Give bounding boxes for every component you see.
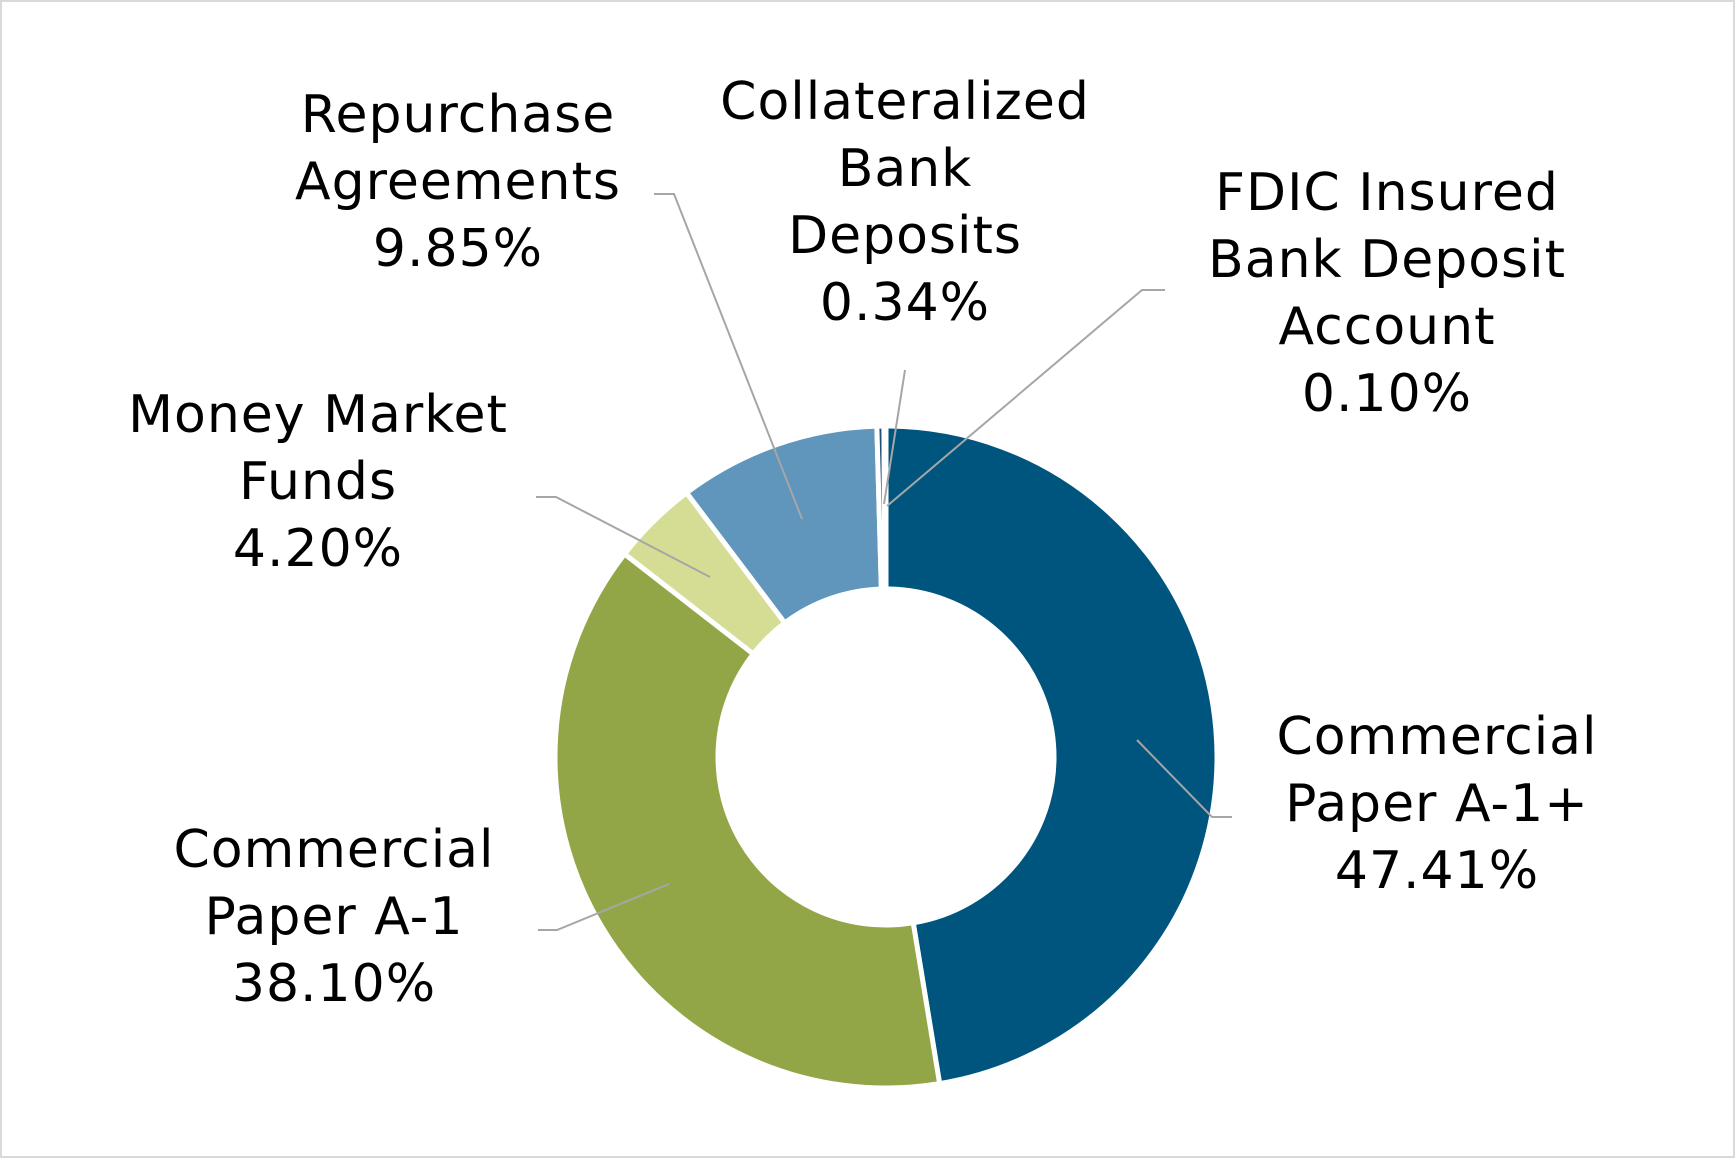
leader-line-6: [886, 289, 1165, 507]
slice-value-label: 38.10%: [232, 954, 436, 1014]
slice-label-4: Repurchase Agreements 9.85%: [295, 85, 621, 279]
leader-line-4: [654, 193, 803, 520]
slice-name-line: Paper A-1: [204, 887, 463, 947]
slice-name-line: Funds: [239, 452, 397, 512]
slice-name-line: Commercial: [173, 820, 494, 880]
slice-value-label: 0.34%: [820, 273, 990, 333]
slice-value-label: 0.10%: [1302, 364, 1472, 424]
slice-name-line: Repurchase: [301, 85, 615, 145]
slice-name-line: Agreements: [295, 152, 621, 212]
slice-name-line: FDIC Insured: [1215, 163, 1559, 223]
leader-line-2: [538, 883, 670, 931]
slice-name-line: Deposits: [788, 206, 1022, 266]
leader-line-3: [536, 496, 711, 578]
slice-1: [883, 423, 1220, 1087]
slice-value-label: 9.85%: [373, 219, 543, 279]
leader-line-1: [1136, 739, 1232, 818]
slice-name-line: Money Market: [128, 385, 508, 445]
slice-name-line: Bank: [838, 139, 973, 199]
slice-name-line: Bank Deposit: [1208, 230, 1566, 290]
slice-label-6: FDIC Insured Bank Deposit Account 0.10%: [1208, 163, 1566, 424]
slice-name-line: Collateralized: [720, 72, 1090, 132]
slice-6: [881, 423, 889, 592]
slice-value-label: 47.41%: [1335, 841, 1539, 901]
leader-line-5: [883, 369, 906, 505]
slice-name-line: Paper A-1+: [1285, 774, 1589, 834]
slice-name-line: Commercial: [1276, 707, 1597, 767]
slice-value-label: 4.20%: [233, 519, 403, 579]
slice-label-2: Commercial Paper A-1 38.10%: [173, 820, 494, 1014]
slice-2: [552, 551, 943, 1091]
slice-label-5: Collateralized Bank Deposits 0.34%: [720, 72, 1090, 333]
slice-name-line: Account: [1279, 297, 1496, 357]
slice-label-3: Money Market Funds 4.20%: [128, 385, 508, 579]
slice-label-1: Commercial Paper A-1+ 47.41%: [1276, 707, 1597, 901]
